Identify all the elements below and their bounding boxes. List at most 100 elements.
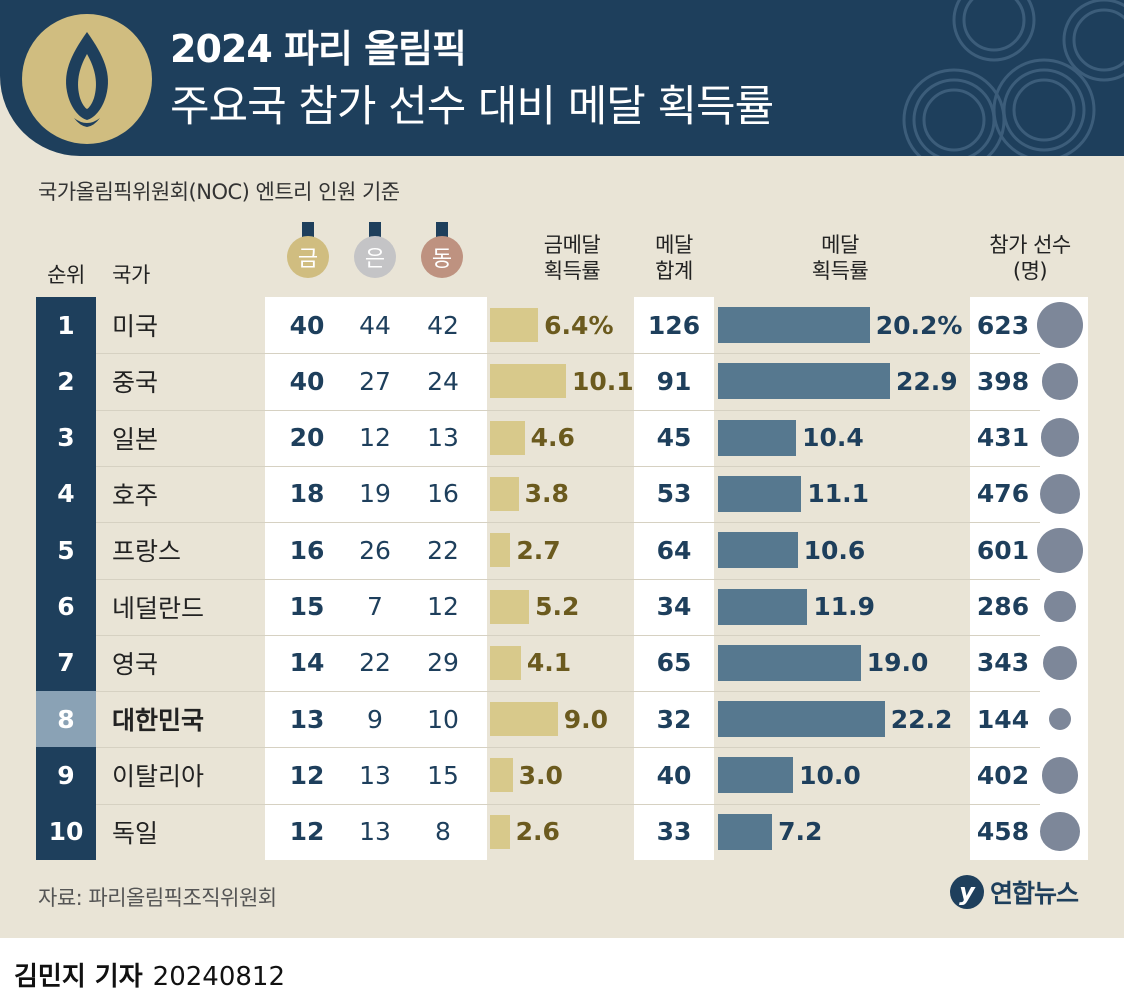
gold-count: 12 <box>289 760 325 790</box>
silver-count: 13 <box>359 817 391 847</box>
rank-cell: 5 <box>57 535 75 565</box>
flame-icon <box>66 32 108 127</box>
gold-rate-label: 10.1 <box>572 366 634 396</box>
gold-rate-bar <box>490 645 521 680</box>
col-header-medal-rate-line2: 획득률 <box>811 259 869 283</box>
medal-rate-bar <box>718 644 861 681</box>
col-header-medal-rate: 메달 획득률 <box>790 232 890 284</box>
col-header-athletes-line2: (명) <box>1012 259 1048 283</box>
country-cell: 호주 <box>112 480 159 510</box>
gold-rate-label: 2.7 <box>516 535 561 565</box>
header-banner: 2024 파리 올림픽 주요국 참가 선수 대비 메달 획득률 <box>0 0 1124 156</box>
athlete-dot <box>1040 811 1080 852</box>
source-note: 자료: 파리올림픽조직위원회 <box>38 886 277 910</box>
bronze-count: 10 <box>427 704 459 734</box>
medal-rate-label: 20.2% <box>875 310 963 340</box>
country-cell: 일본 <box>112 424 159 454</box>
bronze-count: 15 <box>427 760 459 790</box>
athlete-count: 402 <box>976 760 1030 790</box>
athlete-count: 431 <box>976 423 1030 453</box>
bronze-ribbon <box>436 222 448 238</box>
medal-rate-bar <box>718 588 808 625</box>
athlete-count: 286 <box>976 592 1030 621</box>
athlete-dot <box>1039 473 1081 514</box>
gold-count: 15 <box>289 592 325 621</box>
gold-count: 16 <box>289 535 325 565</box>
rank-cell: 4 <box>57 479 75 509</box>
medal-rate-bar <box>718 757 794 794</box>
col-header-total-line1: 메달 <box>655 233 693 257</box>
gold-rate-bar <box>490 476 519 511</box>
bronze-count: 29 <box>427 648 459 678</box>
medal-rate-bar <box>718 475 802 512</box>
gold-count: 12 <box>289 817 325 847</box>
athlete-dot <box>1041 362 1079 400</box>
medal-total: 91 <box>656 366 692 396</box>
gold-rate-label: 3.0 <box>518 760 563 790</box>
medal-rate-label: 11.1 <box>807 479 870 509</box>
page-subtitle: 주요국 참가 선수 대비 메달 획득률 <box>170 82 774 132</box>
bronze-count: 8 <box>435 817 451 847</box>
medal-rate-label: 19.0 <box>866 648 929 678</box>
bronze-count: 24 <box>427 366 459 396</box>
medal-rate-bar <box>718 813 773 850</box>
publish-date: 20240812 <box>152 962 285 992</box>
athlete-dot <box>1042 645 1078 680</box>
gold-rate-bar <box>490 308 539 342</box>
silver-count: 7 <box>367 592 383 621</box>
country-cell: 프랑스 <box>112 537 182 567</box>
athlete-dot <box>1044 590 1076 623</box>
country-cell: 중국 <box>112 368 159 398</box>
gold-ribbon <box>302 222 314 238</box>
athlete-count: 343 <box>976 648 1030 678</box>
gold-rate-bar <box>490 533 511 568</box>
rank-cell: 6 <box>57 592 75 621</box>
gold-rate-label: 5.2 <box>535 592 580 621</box>
medal-total: 33 <box>656 817 692 847</box>
gold-rate-label: 3.8 <box>524 479 569 509</box>
gold-count: 40 <box>289 310 325 340</box>
silver-medal-header: 은 <box>354 236 396 278</box>
gold-rate-label: 4.1 <box>526 648 572 678</box>
medal-total: 64 <box>656 535 692 565</box>
row-divider <box>96 353 1040 355</box>
row-divider <box>96 409 1040 411</box>
athlete-dot <box>1041 756 1079 794</box>
byline: 김민지 기자 20240812 <box>14 956 285 993</box>
silver-count: 44 <box>359 310 391 340</box>
infographic-panel <box>0 0 1124 938</box>
gold-rate-bar <box>490 364 566 399</box>
col-header-gold-rate-line1: 금메달 <box>543 233 601 257</box>
silver-count: 27 <box>359 366 391 396</box>
silver-ribbon <box>369 222 381 238</box>
bronze-medal-header: 동 <box>421 236 463 278</box>
medal-rate-label: 10.4 <box>802 423 864 453</box>
row-divider <box>96 691 1040 693</box>
basis-note: 국가올림픽위원회(NOC) 엔트리 인원 기준 <box>38 180 400 204</box>
col-header-total-line2: 합계 <box>655 259 693 283</box>
rank-cell: 2 <box>57 366 75 396</box>
rank-cell: 8 <box>36 691 96 748</box>
medal-total: 40 <box>656 760 692 790</box>
col-header-rank: 순위 <box>47 263 85 287</box>
athlete-count: 601 <box>976 535 1030 565</box>
yonhap-mark-icon: y <box>950 875 984 909</box>
silver-count: 13 <box>359 760 391 790</box>
brand-logo: y 연합뉴스 <box>950 872 1079 912</box>
col-header-total: 메달 합계 <box>634 232 714 284</box>
medal-total: 126 <box>647 310 701 340</box>
gold-count: 40 <box>289 366 325 396</box>
row-divider <box>96 634 1040 636</box>
medal-total: 34 <box>656 592 692 621</box>
country-cell: 이탈리아 <box>112 762 205 792</box>
silver-count: 26 <box>359 535 391 565</box>
country-cell: 네덜란드 <box>112 593 205 623</box>
gold-medal-header: 금 <box>287 236 329 278</box>
row-divider <box>96 578 1040 580</box>
athlete-count: 458 <box>976 817 1030 847</box>
medal-total: 53 <box>656 479 692 509</box>
col-header-gold-rate: 금메달 획득률 <box>522 232 622 284</box>
medal-rate-label: 10.6 <box>803 535 866 565</box>
gold-rate-label: 6.4% <box>544 310 614 340</box>
col-header-athletes-line1: 참가 선수 <box>989 233 1071 257</box>
